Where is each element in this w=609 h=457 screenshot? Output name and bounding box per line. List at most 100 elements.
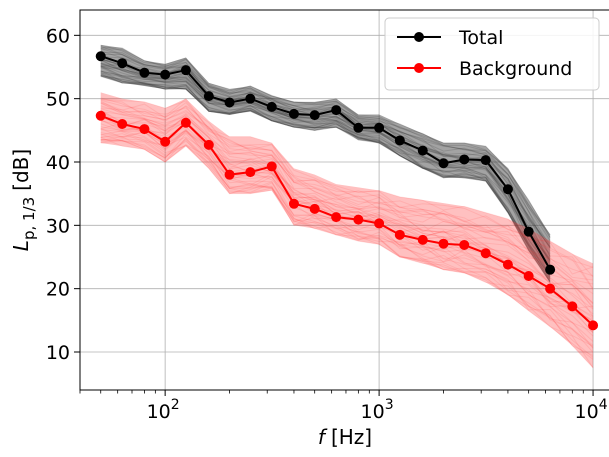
ensemble-trace [100, 73, 551, 283]
data-point [331, 212, 342, 223]
data-point [588, 320, 599, 331]
data-point [309, 110, 320, 121]
axes-layer: 10 20 30 40 50 60 102 103 104 f [Hz] Lp, 1/3[dB] [9, 9, 609, 449]
data-point [288, 108, 299, 119]
data-point [545, 283, 556, 294]
data-point [203, 91, 214, 102]
ensemble-trace [100, 130, 594, 353]
y-tick-label: 10 [46, 342, 70, 364]
ensemble-trace [100, 59, 551, 249]
data-point [480, 248, 491, 259]
ensemble-band-background [100, 92, 594, 368]
x-axis-label: f [Hz] [318, 425, 372, 449]
ensemble-trace [100, 138, 594, 356]
x-tick-label: 103 [361, 397, 394, 423]
ensemble-trace [100, 51, 551, 241]
x-tick-label: 102 [147, 397, 180, 423]
legend-label: Background [459, 58, 572, 80]
data-point [523, 226, 534, 237]
legend-swatch-marker [414, 63, 424, 73]
data-point [180, 65, 191, 76]
ensemble-trace [100, 97, 594, 275]
data-point [160, 69, 171, 80]
ensemble-trace [100, 64, 551, 262]
ensemble-trace [100, 128, 594, 342]
y-tick-label: 50 [46, 89, 70, 111]
ensemble-trace [100, 62, 551, 267]
data-point [523, 271, 534, 281]
data-point [245, 93, 256, 104]
ensemble-trace [100, 63, 551, 261]
data-point [331, 105, 342, 116]
data-point [545, 264, 556, 275]
data-point [374, 122, 385, 133]
data-point [266, 101, 277, 112]
ensemble-trace [100, 59, 551, 262]
y-tick-label: 40 [46, 152, 70, 174]
legend-layer: Total Background [384, 17, 600, 91]
ensemble-trace [100, 50, 551, 248]
ensemble-trace [100, 70, 551, 277]
ensemble-trace [100, 107, 594, 305]
data-point [139, 124, 150, 135]
ensemble-trace [100, 102, 594, 268]
series-line [100, 55, 551, 271]
ensemble-trace [100, 76, 551, 280]
ensemble-trace [100, 57, 551, 260]
y-tick-label: 30 [46, 215, 70, 237]
y-tick-label: 60 [46, 25, 70, 47]
ensemble-trace [100, 108, 594, 309]
data-point [288, 198, 299, 209]
data-point [224, 169, 235, 180]
series-layer [95, 51, 599, 331]
ensemble-trace [100, 75, 551, 283]
data-point [95, 110, 106, 121]
data-point [117, 119, 128, 129]
data-point [502, 184, 513, 195]
ensemble-trace [100, 139, 594, 346]
ensemble-trace [100, 100, 594, 281]
ensemble-trace [100, 136, 594, 369]
series-background [95, 110, 599, 331]
data-point [203, 139, 214, 150]
data-point [353, 122, 364, 133]
ensemble-trace [100, 63, 551, 264]
ensemble-trace [100, 105, 594, 290]
ensemble-trace [100, 102, 594, 285]
ensemble-band-total [100, 44, 551, 283]
legend: Total Background [384, 17, 600, 91]
data-point [374, 218, 385, 229]
ensemble-trace [100, 70, 551, 275]
ensemble-trace [100, 98, 594, 278]
legend-label: Total [458, 27, 503, 49]
ensemble-trace [100, 139, 594, 360]
ensemble-trace [100, 72, 551, 276]
ensemble-trace [100, 99, 594, 295]
ensemble-trace [100, 132, 594, 348]
ensemble-trace [100, 138, 594, 358]
y-axis-label: Lp, 1/3[dB] [9, 149, 38, 251]
ensemble-trace [100, 111, 594, 304]
legend-item-background: Background [397, 58, 572, 80]
data-point [139, 67, 150, 78]
data-point [245, 167, 256, 178]
data-point [394, 135, 405, 146]
ensemble-trace [100, 133, 594, 333]
data-point [95, 51, 106, 62]
data-point [459, 154, 470, 165]
ensemble-trace [100, 44, 551, 238]
ensemble-trace [100, 48, 551, 247]
ensemble-trace [100, 136, 594, 369]
ensemble-trace [100, 135, 594, 347]
ensemble-trace [100, 113, 594, 304]
data-point [266, 161, 277, 172]
ensemble-trace [100, 65, 551, 270]
ensemble-trace [100, 45, 551, 238]
legend-swatch-marker [414, 32, 424, 42]
ensemble-trace [100, 129, 594, 326]
ensemble-trace [100, 130, 594, 333]
data-point [480, 155, 491, 166]
ensemble-trace [100, 123, 594, 334]
